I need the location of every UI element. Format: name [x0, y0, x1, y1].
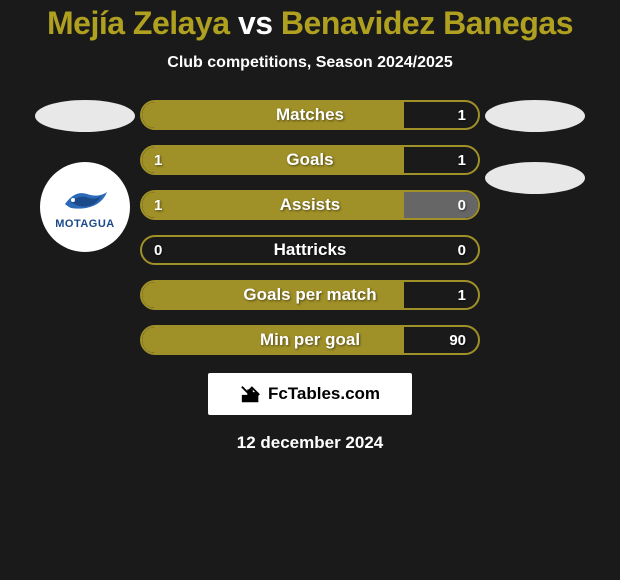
stat-fill-right [404, 192, 478, 218]
stat-label: Assists [280, 195, 340, 215]
player1-avatar-placeholder [35, 100, 135, 132]
stat-bar: 0 Hattricks 0 [140, 235, 480, 265]
footer-brand-text: FcTables.com [268, 384, 380, 404]
subtitle: Club competitions, Season 2024/2025 [167, 54, 452, 72]
stat-label: Min per goal [260, 330, 360, 350]
footer-brand[interactable]: FcTables.com [208, 373, 412, 415]
stat-value-left: 1 [154, 152, 162, 169]
stat-value-right: 0 [458, 242, 466, 259]
stat-bar: Min per goal 90 [140, 325, 480, 355]
stats-column: Matches 1 1 Goals 1 1 Assists 0 0 Hattricks 0 Goals… [140, 100, 480, 355]
title-player1: Mejía Zelaya [47, 5, 230, 41]
title-player2: Benavidez Banegas [281, 5, 573, 41]
stat-value-right: 90 [449, 332, 466, 349]
page-title: Mejía Zelaya vs Benavidez Banegas [47, 5, 573, 42]
stat-value-left: 1 [154, 197, 162, 214]
stat-label: Goals [286, 150, 333, 170]
stat-value-right: 1 [458, 287, 466, 304]
stat-bar: Matches 1 [140, 100, 480, 130]
stat-label: Goals per match [243, 285, 376, 305]
stat-bar: 1 Goals 1 [140, 145, 480, 175]
stat-label: Hattricks [274, 240, 347, 260]
stat-bar: 1 Assists 0 [140, 190, 480, 220]
stat-value-left: 0 [154, 242, 162, 259]
stat-bar: Goals per match 1 [140, 280, 480, 310]
stat-label: Matches [276, 105, 344, 125]
date-text: 12 december 2024 [237, 433, 384, 453]
stat-fill-left [142, 147, 404, 173]
stat-fill-left [142, 192, 404, 218]
team-logo-text: MOTAGUA [55, 218, 115, 230]
eagle-icon [57, 184, 113, 218]
stat-value-right: 0 [458, 197, 466, 214]
right-column [480, 100, 590, 194]
left-column: MOTAGUA [30, 100, 140, 252]
player2-team-placeholder [485, 162, 585, 194]
stat-value-right: 1 [458, 107, 466, 124]
player2-avatar-placeholder [485, 100, 585, 132]
chart-icon [240, 383, 262, 405]
stat-value-right: 1 [458, 152, 466, 169]
player1-team-logo: MOTAGUA [40, 162, 130, 252]
stat-fill-left [142, 102, 404, 128]
title-vs: vs [238, 5, 273, 41]
content-row: MOTAGUA Matches 1 1 Goals 1 1 Assists 0 0 Hattric… [0, 100, 620, 355]
